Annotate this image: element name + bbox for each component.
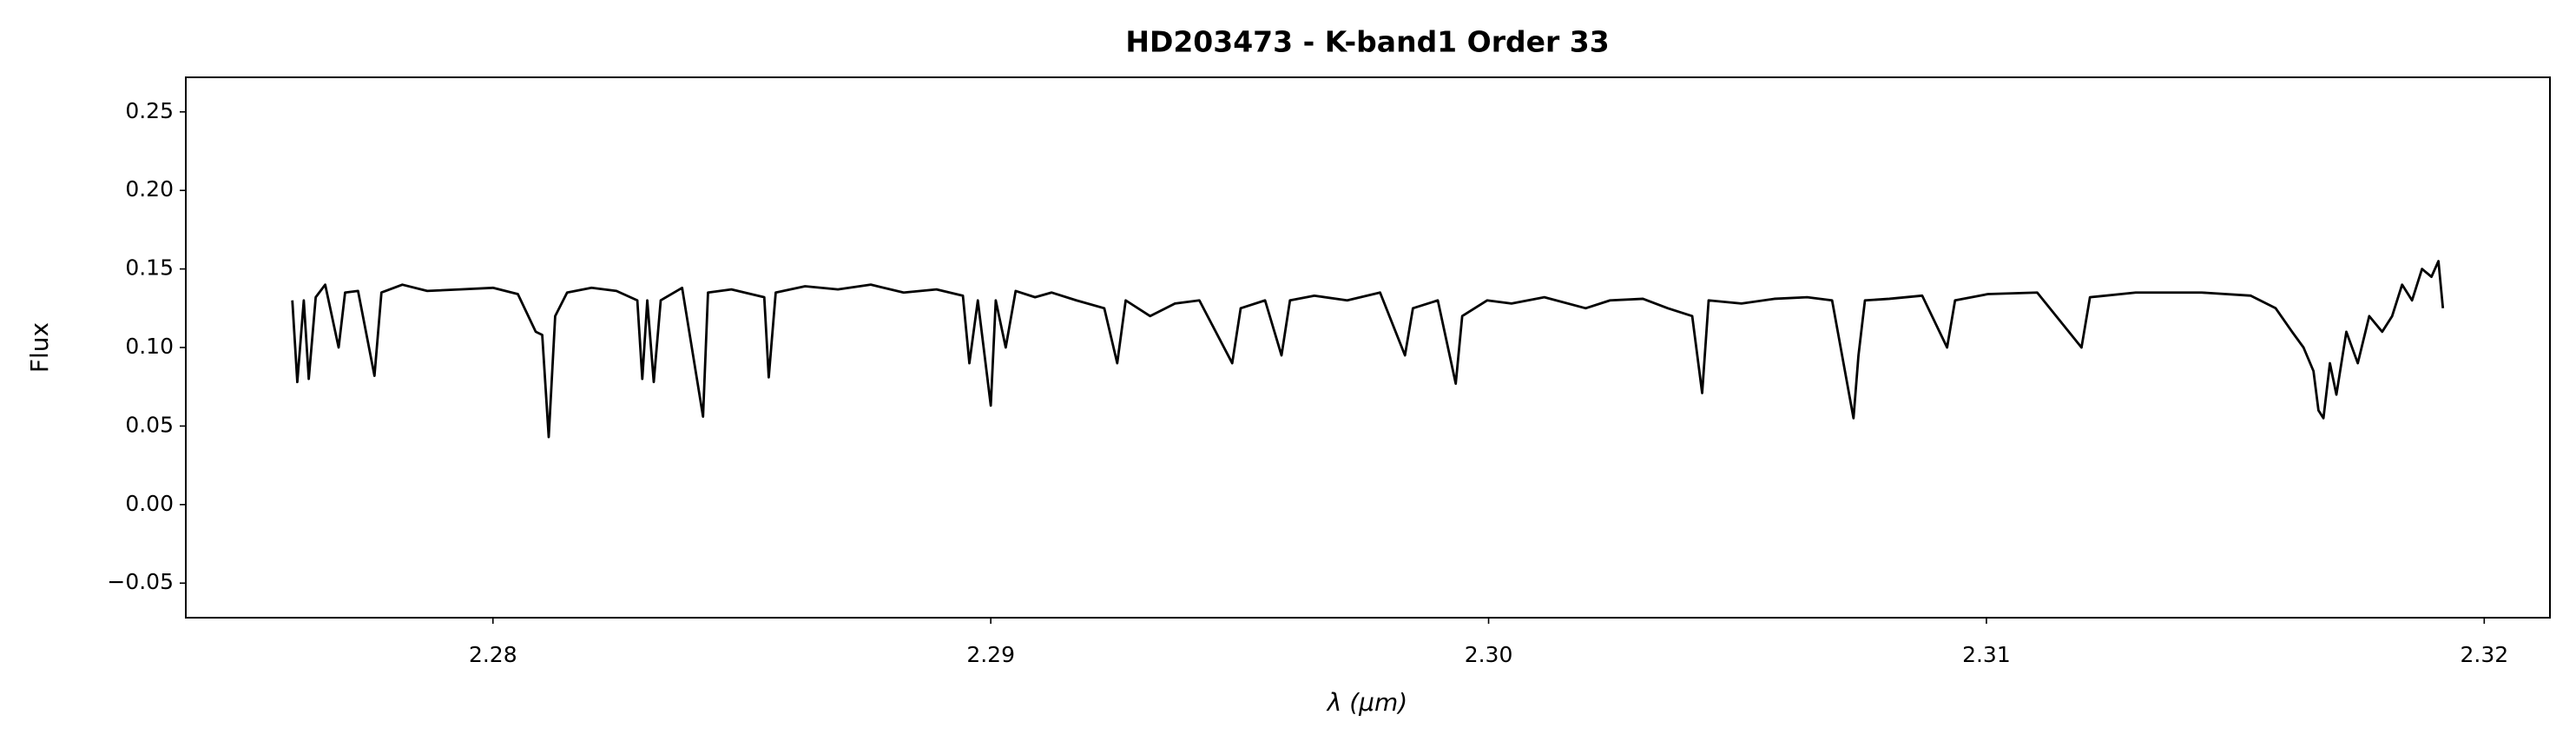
- y-tick-label: 0.25: [125, 98, 174, 123]
- x-tick-label: 2.29: [966, 642, 1015, 667]
- x-tick-label: 2.30: [1465, 642, 1513, 667]
- y-axis-label: Flux: [25, 322, 54, 373]
- chart-title: HD203473 - K-band1 Order 33: [1125, 25, 1609, 59]
- y-tick-label: 0.15: [125, 255, 174, 281]
- x-tick-label: 2.32: [2460, 642, 2508, 667]
- x-tick-label: 2.31: [1962, 642, 2011, 667]
- y-tick-label: −0.05: [107, 569, 174, 594]
- y-tick-label: 0.00: [125, 491, 174, 516]
- y-tick-label: 0.10: [125, 334, 174, 359]
- y-tick-label: 0.20: [125, 176, 174, 202]
- plot-frame: [185, 76, 2551, 619]
- x-tick-label: 2.28: [469, 642, 517, 667]
- y-tick-label: 0.05: [125, 412, 174, 437]
- spectrum-line: [291, 260, 2445, 439]
- x-axis-label: λ (μm): [1326, 688, 1407, 717]
